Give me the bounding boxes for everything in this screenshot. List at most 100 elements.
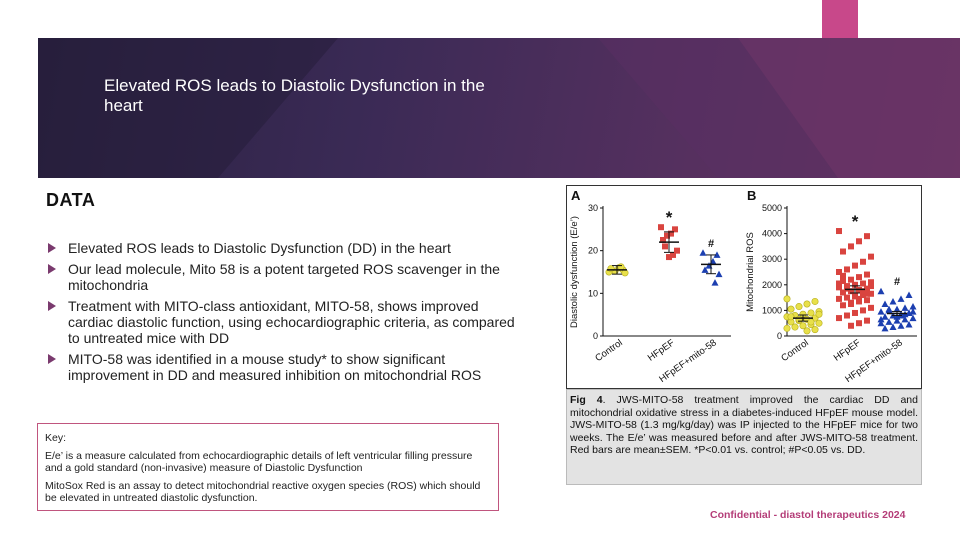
data-point [893,305,901,313]
bullet-item: Elevated ROS leads to Diastolic Dysfunct… [46,240,521,256]
data-point [909,308,917,315]
data-point [666,254,672,261]
data-point [856,274,862,281]
data-point [868,283,874,290]
data-point [840,272,846,279]
data-point [885,305,893,313]
y-tick-label: 0 [593,331,598,341]
data-point [799,322,807,330]
data-point [713,251,721,258]
y-tick-label: 2000 [762,280,782,290]
data-point [897,295,905,302]
data-point [848,301,854,307]
data-point [836,295,842,302]
data-point [787,313,795,321]
data-point [881,324,889,332]
data-point [897,322,905,329]
data-point [905,320,913,328]
data-point [901,304,909,311]
data-point [664,232,670,239]
data-point [836,228,842,235]
panel-label: B [747,188,756,203]
bullet-item: MITO-58 was identified in a mouse study*… [46,351,521,383]
data-point [840,289,846,296]
data-point [787,305,795,313]
banner-decoration [38,38,960,178]
data-point [670,251,676,258]
data-point [660,237,666,243]
data-point [909,303,917,310]
data-point [848,243,854,250]
data-point [715,270,723,278]
y-tick-label: 5000 [762,203,782,213]
x-category-label: HFpEF [646,337,677,363]
data-point [877,287,885,295]
data-point [893,317,901,324]
bullet-text: Elevated ROS leads to Diastolic Dysfunct… [68,240,451,256]
data-point [783,324,791,332]
data-point [881,300,889,307]
data-point [662,243,668,250]
data-point [836,280,842,287]
y-axis-label: Diastolic dysfunction (E/e’) [569,216,580,328]
data-point [783,295,791,303]
y-tick-label: 4000 [762,229,782,239]
data-point [811,326,819,334]
data-point [864,317,870,324]
data-point [852,262,858,269]
data-point [877,315,885,323]
data-point [868,304,874,311]
data-point [852,293,858,300]
data-point [860,258,866,265]
data-point [815,319,823,327]
x-category-label: Control [779,337,810,364]
bullet-item: Our lead molecule, Mito 58 is a potent t… [46,261,521,293]
data-point [868,279,874,286]
data-point [699,249,707,256]
y-axis-label: Mitochondrial ROS [745,232,756,312]
data-point [701,266,709,273]
bullet-text: Treatment with MITO-class antioxidant, M… [68,298,515,346]
data-point [844,285,850,292]
data-point [844,266,850,273]
slide-title: Elevated ROS leads to Diastolic Dysfunct… [104,76,485,115]
bullet-arrow-icon [48,243,56,253]
data-point [844,312,850,319]
data-point [860,292,866,299]
figure-charts: A 0 10 20 30 Diastolic dysfunction (E/e’) Cont… [569,188,917,385]
data-point [807,318,815,326]
data-point [848,322,854,329]
data-point [607,265,615,273]
x-category-label: HFpEF [832,337,863,363]
bullet-text: MITO-58 was identified in a mouse study*… [68,351,482,383]
significance-hash: # [708,238,714,250]
data-point [909,314,917,322]
data-point [860,288,866,295]
data-point [868,290,874,297]
data-point [795,303,803,311]
data-point [674,247,680,254]
caption-text: . JWS-MITO-58 treatment improved the car… [570,394,918,456]
key-box: Key: E/e’ is a measure calculated from e… [37,423,499,511]
figure-caption: Fig 4. JWS-MITO-58 treatment improved th… [566,389,922,485]
title-banner [38,38,960,178]
data-point [905,291,913,299]
data-point [807,309,815,317]
data-point [905,309,913,316]
bullet-item: Treatment with MITO-class antioxidant, M… [46,298,521,346]
y-tick-label: 20 [588,246,598,256]
data-point [840,302,846,309]
data-point [848,288,854,295]
data-point [889,297,897,305]
y-tick-label: 3000 [762,254,782,264]
bullet-arrow-icon [48,301,56,311]
data-point [868,253,874,260]
data-point [791,323,799,331]
data-point [860,307,866,314]
section-heading: DATA [46,190,96,210]
data-point [877,308,885,315]
data-point [672,226,678,233]
data-point [668,230,674,237]
data-point [864,285,870,292]
y-tick-label: 0 [777,331,782,341]
